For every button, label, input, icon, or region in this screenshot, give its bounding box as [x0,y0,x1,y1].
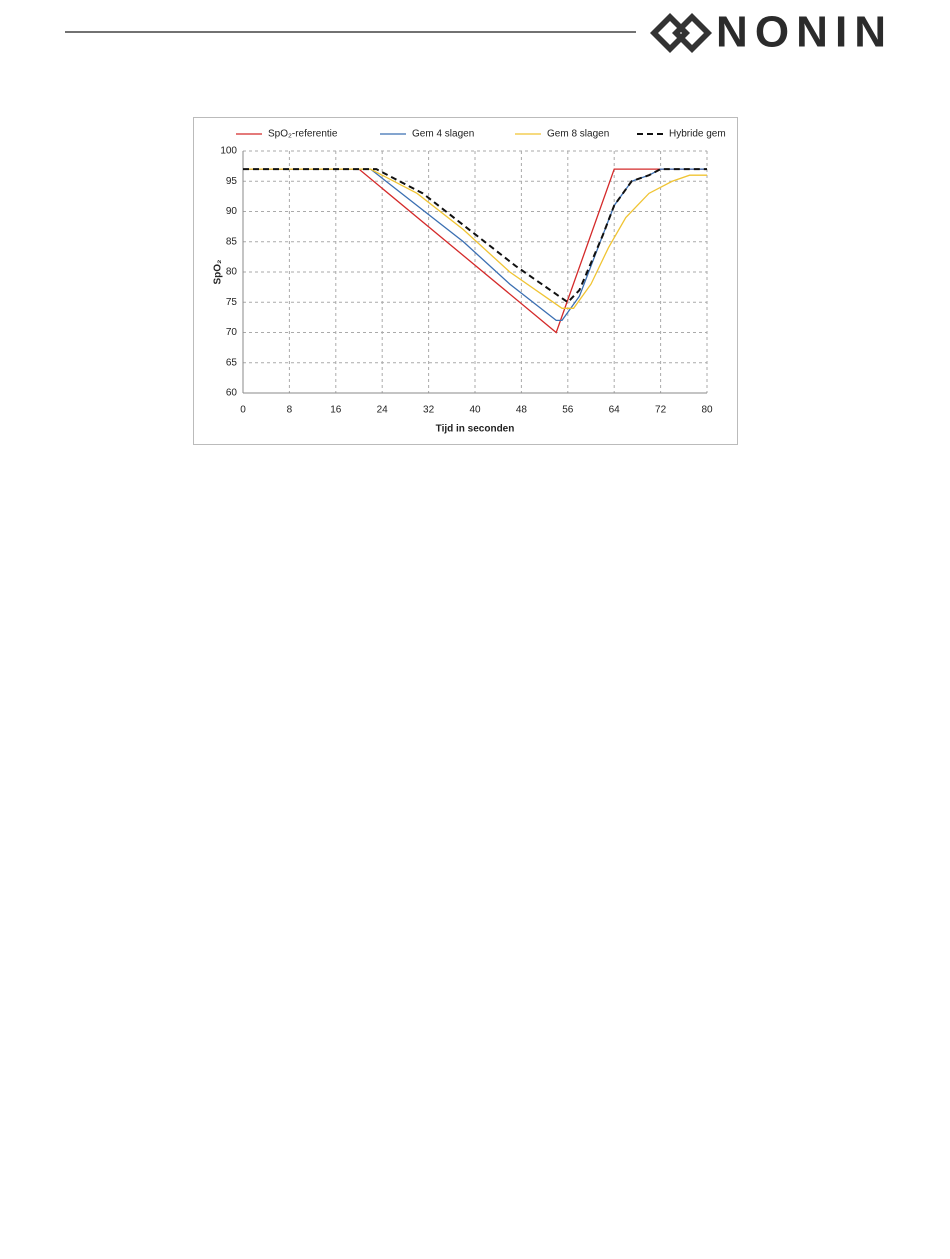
legend-label: Hybride gem [669,129,726,140]
y-tick-label: 95 [226,176,238,187]
legend-label: Gem 4 slagen [412,129,474,140]
y-tick-label: 90 [226,206,238,217]
x-tick-label: 80 [701,405,713,416]
x-tick-label: 16 [330,405,342,416]
y-axis-label: SpO₂ [213,260,224,285]
x-tick-label: 8 [287,405,293,416]
logo-mark [650,13,712,53]
x-tick-label: 40 [469,405,481,416]
y-tick-label: 70 [226,327,238,338]
x-tick-label: 0 [240,405,246,416]
y-tick-label: 60 [226,388,238,399]
y-tick-label: 65 [226,357,238,368]
x-tick-label: 48 [516,405,528,416]
x-tick-label: 24 [377,405,389,416]
x-tick-label: 72 [655,405,667,416]
y-tick-label: 75 [226,297,238,308]
x-axis-label: Tijd in seconden [436,424,515,435]
x-tick-label: 32 [423,405,435,416]
series-line [243,168,707,309]
legend-label: SpO₂-referentie [268,129,338,140]
logo-text: NONIN [716,8,886,57]
legend-label: Gem 8 slagen [547,129,609,140]
x-tick-label: 64 [609,405,621,416]
x-tick-label: 56 [562,405,574,416]
chart-frame [193,117,738,445]
y-tick-label: 100 [220,146,237,157]
y-tick-label: 80 [226,267,238,278]
y-tick-label: 85 [226,236,238,247]
series-line [243,168,707,304]
